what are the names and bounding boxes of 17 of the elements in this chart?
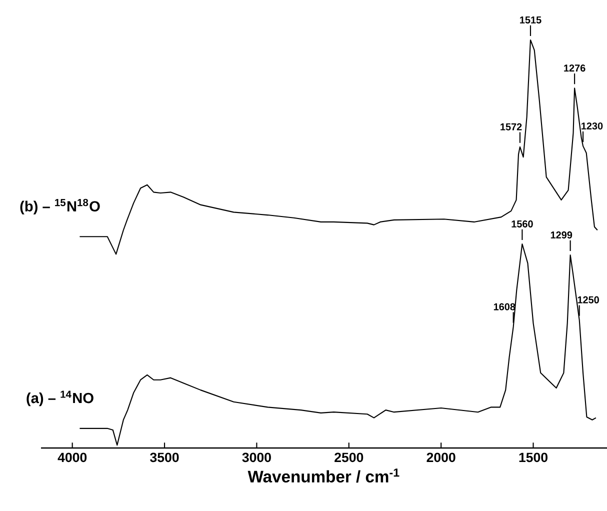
x-axis-title: Wavenumber / cm$^{-1}$ [248,468,400,483]
annotation: 1276 [564,64,586,72]
annotation: 1572 [500,123,522,130]
annotation: 1515 [520,16,542,24]
x-tick-label: 3500 [150,452,179,462]
annotation: 1560 [512,220,533,228]
series-label: (a) – $^{14}$NO [26,390,94,406]
annotation: 1250 [578,296,599,304]
series-label: (b) – $^{15}$N$^{18}$O [20,198,100,214]
annotation: 1608 [494,303,516,310]
annotation: 1299 [550,231,572,238]
x-tick-label: 3000 [242,452,271,462]
x-tick-label: 2000 [426,452,456,462]
x-tick-label: 4000 [58,452,87,462]
annotation: 1230 [582,122,603,130]
x-tick-label: 2500 [334,452,364,462]
x-tick-label: 1500 [519,452,548,462]
